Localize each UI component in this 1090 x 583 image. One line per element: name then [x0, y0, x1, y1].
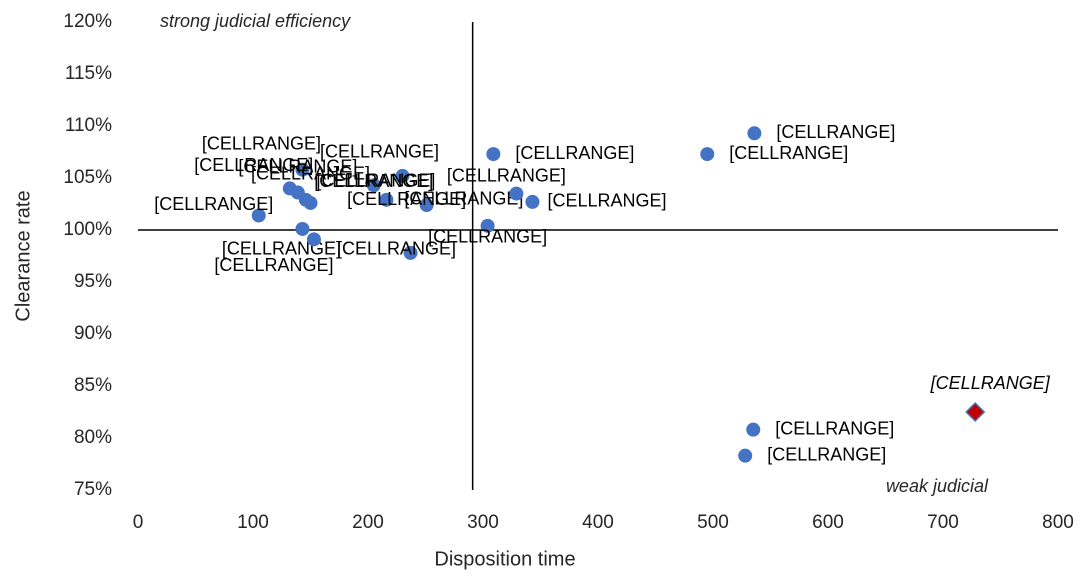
data-label: [CELLRANGE] [314, 171, 433, 191]
point [738, 448, 753, 463]
data-label: [CELLRANGE] [251, 164, 370, 184]
data-label: [CELLRANGE] [775, 418, 894, 438]
data-label: [CELLRANGE] [238, 156, 357, 176]
point [965, 401, 986, 423]
point [295, 162, 310, 177]
y-tick-label: 80% [74, 427, 112, 448]
x-tick-label: 500 [697, 512, 729, 533]
point [403, 245, 418, 260]
y-tick-label: 120% [63, 11, 112, 32]
point [251, 208, 266, 223]
point [303, 195, 318, 210]
x-tick-label: 600 [812, 512, 844, 533]
point [700, 147, 715, 162]
x-tick-label: 100 [237, 512, 269, 533]
data-label: [CELLRANGE] [428, 227, 547, 247]
y-axis-label: Clearance rate [12, 190, 34, 321]
point [366, 178, 381, 193]
point [509, 186, 524, 201]
data-label: [CELLRANGE] [337, 239, 456, 259]
x-tick-label: 300 [467, 512, 499, 533]
data-label: [CELLRANGE] [154, 194, 273, 214]
annotation: strong judicial efficiency [160, 11, 351, 31]
y-tick-label: 115% [65, 63, 112, 84]
x-tick-label: 200 [352, 512, 384, 533]
point [746, 422, 761, 437]
point [747, 126, 762, 141]
x-tick-label: 400 [582, 512, 614, 533]
y-tick-label: 110% [65, 115, 112, 136]
data-label: [CELLRANGE] [202, 133, 321, 153]
x-axis-label: Disposition time [434, 548, 575, 570]
y-tick-label: 95% [74, 271, 112, 292]
data-label: [CELLRANGE] [194, 155, 313, 175]
y-tick-label: 75% [74, 479, 112, 500]
y-tick-label: 90% [74, 323, 112, 344]
point [379, 192, 394, 207]
data-label: [CELLRANGE] [547, 191, 666, 211]
x-tick-label: 800 [1042, 512, 1074, 533]
data-label: [CELLRANGE] [214, 255, 333, 275]
point [480, 218, 495, 233]
point [486, 147, 501, 162]
point [395, 168, 410, 183]
data-label: [CELLRANGE] [767, 444, 886, 464]
y-tick-label: 100% [63, 219, 112, 240]
point [295, 221, 310, 236]
data-label: [CELLRANGE] [776, 122, 895, 142]
annotation: weak judicial [886, 476, 989, 496]
point [419, 198, 434, 213]
point [306, 232, 321, 247]
x-tick-label: 700 [927, 512, 959, 533]
data-label: [CELLRANGE] [729, 143, 848, 163]
y-tick-label: 85% [74, 375, 112, 396]
data-label: [CELLRANGE] [930, 373, 1051, 393]
data-label: [CELLRANGE] [320, 142, 439, 162]
data-label: [CELLRANGE] [515, 143, 634, 163]
data-label: [CELLRANGE] [447, 165, 566, 185]
data-label: [CELLRANGE] [316, 171, 435, 191]
data-label: [CELLRANGE] [347, 189, 466, 209]
data-label: [CELLRANGE] [404, 189, 523, 209]
y-tick-label: 105% [63, 167, 112, 188]
point [525, 194, 540, 209]
x-tick-label: 0 [133, 512, 144, 533]
